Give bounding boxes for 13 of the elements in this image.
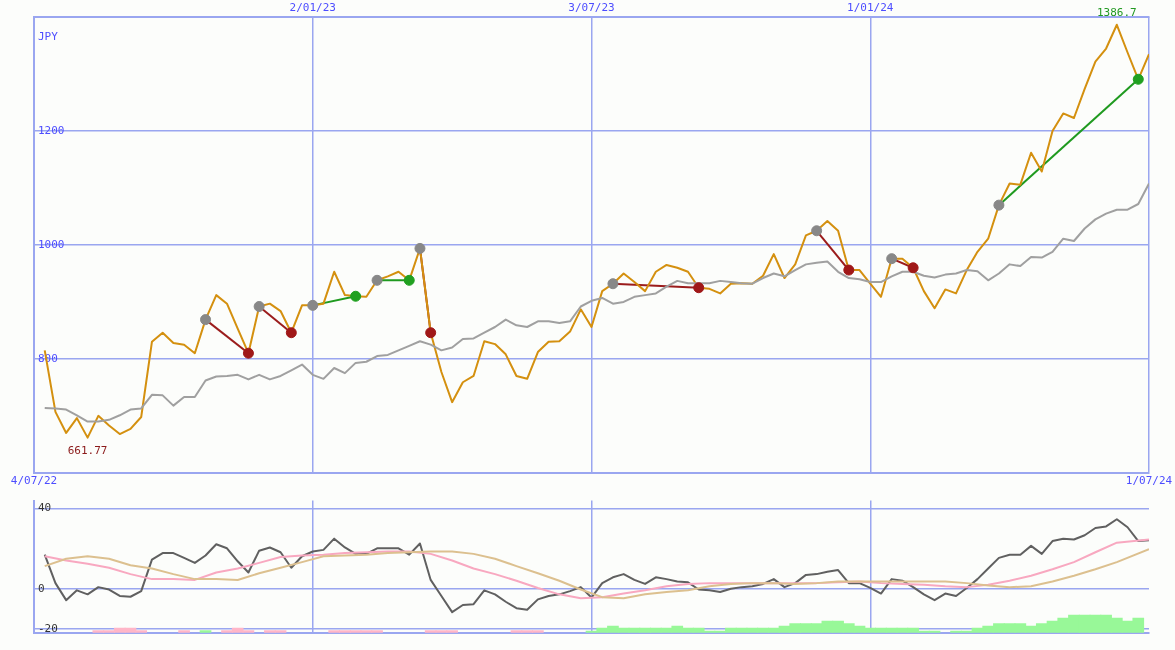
x2-tick-label: 3/07/23 bbox=[568, 1, 615, 15]
x-tick-label: 1/07/24 bbox=[1125, 474, 1173, 488]
y-tick-label: -20 bbox=[38, 621, 58, 635]
y-axis-title: JPY bbox=[38, 29, 59, 43]
annotation: 661.77 bbox=[67, 443, 108, 457]
x2-tick-label: 1/01/24 bbox=[847, 1, 894, 15]
annotation: 1386.7 bbox=[1096, 6, 1137, 20]
x2-tick-label: 2/01/23 bbox=[289, 1, 336, 15]
y-tick-label: 1000 bbox=[38, 237, 65, 251]
x-tick-label: 4/07/22 bbox=[10, 474, 58, 488]
y-tick-label: 0 bbox=[38, 581, 45, 595]
y-tick-label: 1200 bbox=[38, 123, 65, 137]
y-tick-label: 40 bbox=[38, 501, 52, 515]
